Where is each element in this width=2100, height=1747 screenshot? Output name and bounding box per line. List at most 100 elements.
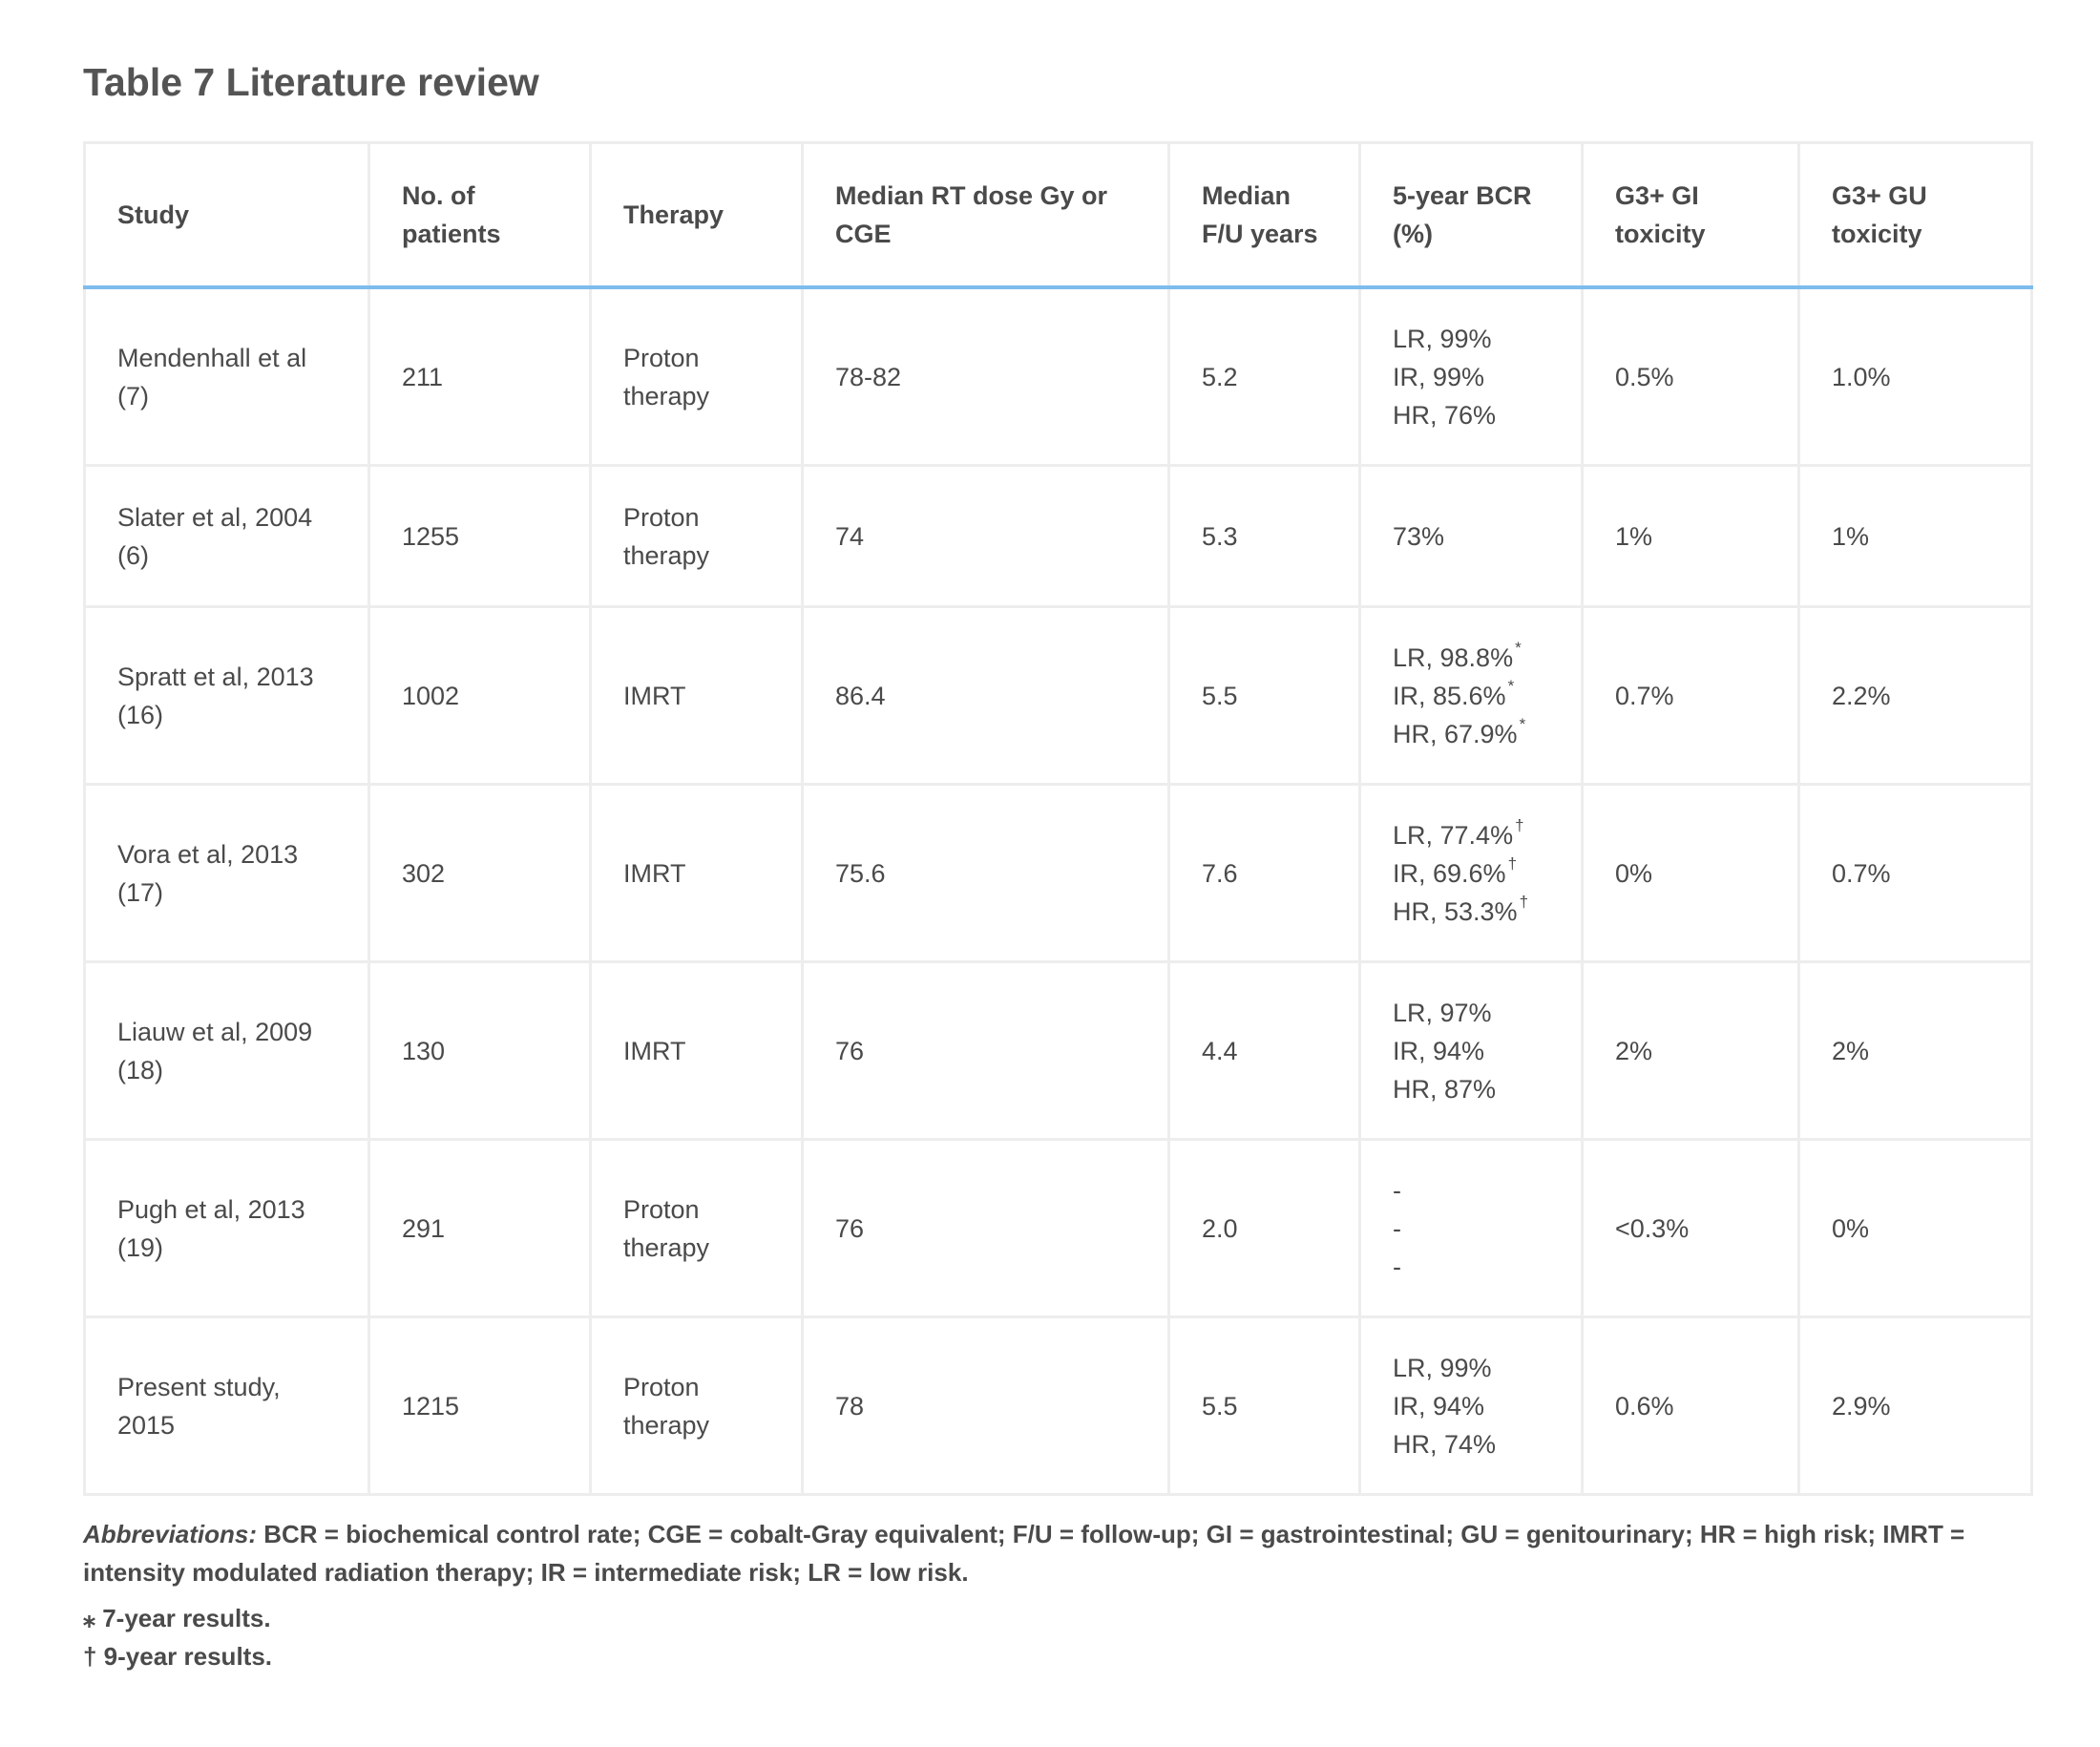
cell-gu-toxicity: 0.7% (1797, 783, 2033, 963)
cell-therapy: Proton therapy (589, 285, 804, 467)
header-bcr: 5-year BCR (%) (1358, 141, 1584, 289)
bcr-line: LR, 99% (1393, 1349, 1552, 1387)
bcr-line: IR, 85.6% * (1393, 677, 1552, 715)
cell-gu-toxicity: 1.0% (1797, 285, 2033, 467)
footnote-9-year: † 9-year results. (83, 1642, 273, 1671)
cell-therapy: Proton therapy (589, 1316, 804, 1496)
header-line: CGE (835, 220, 892, 248)
cell-patients: 130 (368, 960, 592, 1141)
cell-bcr: - - - (1358, 1138, 1584, 1318)
cell-study: Liauw et al, 2009 (18) (83, 960, 370, 1141)
cell-study: Mendenhall et al (7) (83, 285, 370, 467)
cell-line: Liauw et al, 2009 (117, 1017, 313, 1046)
table-row: Mendenhall et al (7) 211 Proton therapy 78-82… (83, 285, 2033, 467)
footnote-mark: * (1519, 714, 1526, 733)
cell-line: (16) (117, 700, 164, 729)
table-row: Present study, 2015 1215 Proton therapy 78 5.5… (83, 1316, 2033, 1496)
footnote-mark: * (1515, 638, 1522, 657)
cell-patients: 1215 (368, 1316, 592, 1496)
bcr-line: HR, 87% (1393, 1070, 1552, 1108)
cell-followup: 5.5 (1167, 605, 1361, 786)
header-line: Study (117, 200, 190, 229)
cell-line: (17) (117, 877, 164, 907)
cell-patients: 1002 (368, 605, 592, 786)
cell-study: Slater et al, 2004 (6) (83, 464, 370, 608)
cell-followup: 5.2 (1167, 285, 1361, 467)
cell-gi-toxicity: 0% (1581, 783, 1800, 963)
table-row: Vora et al, 2013 (17) 302 IMRT 75.6 7.6 LR, 77… (83, 783, 2033, 963)
page: Table 7 Literature review Study No. of pat… (83, 55, 2033, 1675)
cell-line: IMRT (623, 681, 686, 710)
cell-dose: 78-82 (801, 285, 1170, 467)
cell-line: therapy (623, 1232, 710, 1262)
cell-patients: 302 (368, 783, 592, 963)
header-line: G3+ GU (1832, 181, 1927, 210)
cell-line: Proton (623, 502, 700, 532)
cell-line: Slater et al, 2004 (117, 502, 313, 532)
cell-therapy: Proton therapy (589, 464, 804, 608)
header-line: No. of (402, 181, 475, 210)
bcr-line: HR, 74% (1393, 1425, 1552, 1463)
bcr-line: 73% (1393, 517, 1552, 556)
cell-bcr: LR, 99% IR, 99% HR, 76% (1358, 285, 1584, 467)
bcr-value: HR, 53.3% (1393, 896, 1518, 926)
bcr-value: IR, 85.6% (1393, 681, 1506, 710)
bcr-line: LR, 99% (1393, 320, 1552, 358)
bcr-value: HR, 87% (1393, 1074, 1497, 1104)
cell-therapy: IMRT (589, 960, 804, 1141)
bcr-value: LR, 97% (1393, 998, 1492, 1027)
bcr-line: HR, 53.3% † (1393, 893, 1552, 931)
cell-gu-toxicity: 0% (1797, 1138, 2033, 1318)
cell-patients: 291 (368, 1138, 592, 1318)
bcr-value: LR, 98.8% (1393, 642, 1514, 672)
footnote-mark: † (1507, 853, 1518, 873)
header-patients: No. of patients (368, 141, 592, 289)
header-line: Median (1202, 181, 1292, 210)
cell-gu-toxicity: 2% (1797, 960, 2033, 1141)
cell-line: therapy (623, 1410, 710, 1440)
header-followup: Median F/U years (1167, 141, 1361, 289)
footnote-mark: † (1515, 815, 1524, 834)
cell-line: therapy (623, 540, 710, 570)
cell-line: therapy (623, 381, 710, 410)
bcr-value: HR, 74% (1393, 1429, 1497, 1459)
cell-line: 2015 (117, 1410, 176, 1440)
footnote-7-year: ⁎ 7-year results. (83, 1604, 271, 1632)
cell-gu-toxicity: 1% (1797, 464, 2033, 608)
table-container: Study No. of patients Therapy Median RT dose… (83, 141, 2033, 1496)
cell-line: Spratt et al, 2013 (117, 662, 314, 691)
bcr-value: IR, 99% (1393, 362, 1485, 391)
cell-therapy: IMRT (589, 605, 804, 786)
cell-dose: 75.6 (801, 783, 1170, 963)
cell-line: Proton (623, 343, 700, 372)
table-row: Liauw et al, 2009 (18) 130 IMRT 76 4.4 LR, 97%… (83, 960, 2033, 1141)
cell-study: Spratt et al, 2013 (16) (83, 605, 370, 786)
cell-followup: 2.0 (1167, 1138, 1361, 1318)
header-line: 5-year BCR (1393, 181, 1532, 210)
cell-therapy: Proton therapy (589, 1138, 804, 1318)
bcr-value: IR, 94% (1393, 1036, 1485, 1065)
cell-followup: 7.6 (1167, 783, 1361, 963)
cell-gi-toxicity: <0.3% (1581, 1138, 1800, 1318)
cell-gi-toxicity: 0.6% (1581, 1316, 1800, 1496)
abbreviations-label: Abbreviations: (83, 1520, 258, 1548)
footnote-mark: * (1507, 676, 1515, 695)
bcr-value: IR, 94% (1393, 1391, 1485, 1421)
cell-followup: 5.3 (1167, 464, 1361, 608)
header-row: Study No. of patients Therapy Median RT dose… (83, 141, 2033, 289)
bcr-line: IR, 94% (1393, 1387, 1552, 1425)
header-line: patients (402, 220, 501, 248)
cell-study: Vora et al, 2013 (17) (83, 783, 370, 963)
bcr-value: HR, 76% (1393, 400, 1497, 430)
cell-line: Proton (623, 1194, 700, 1224)
bcr-value: LR, 99% (1393, 324, 1492, 353)
cell-gu-toxicity: 2.2% (1797, 605, 2033, 786)
header-line: toxicity (1832, 220, 1922, 248)
header-line: (%) (1393, 220, 1433, 248)
cell-line: (18) (117, 1055, 164, 1084)
bcr-value: HR, 67.9% (1393, 719, 1518, 748)
table-row: Pugh et al, 2013 (19) 291 Proton therapy 76 2.… (83, 1138, 2033, 1318)
abbreviations-text: BCR = biochemical control rate; CGE = co… (83, 1520, 1965, 1587)
header-dose: Median RT dose Gy or CGE (801, 141, 1170, 289)
cell-therapy: IMRT (589, 783, 804, 963)
